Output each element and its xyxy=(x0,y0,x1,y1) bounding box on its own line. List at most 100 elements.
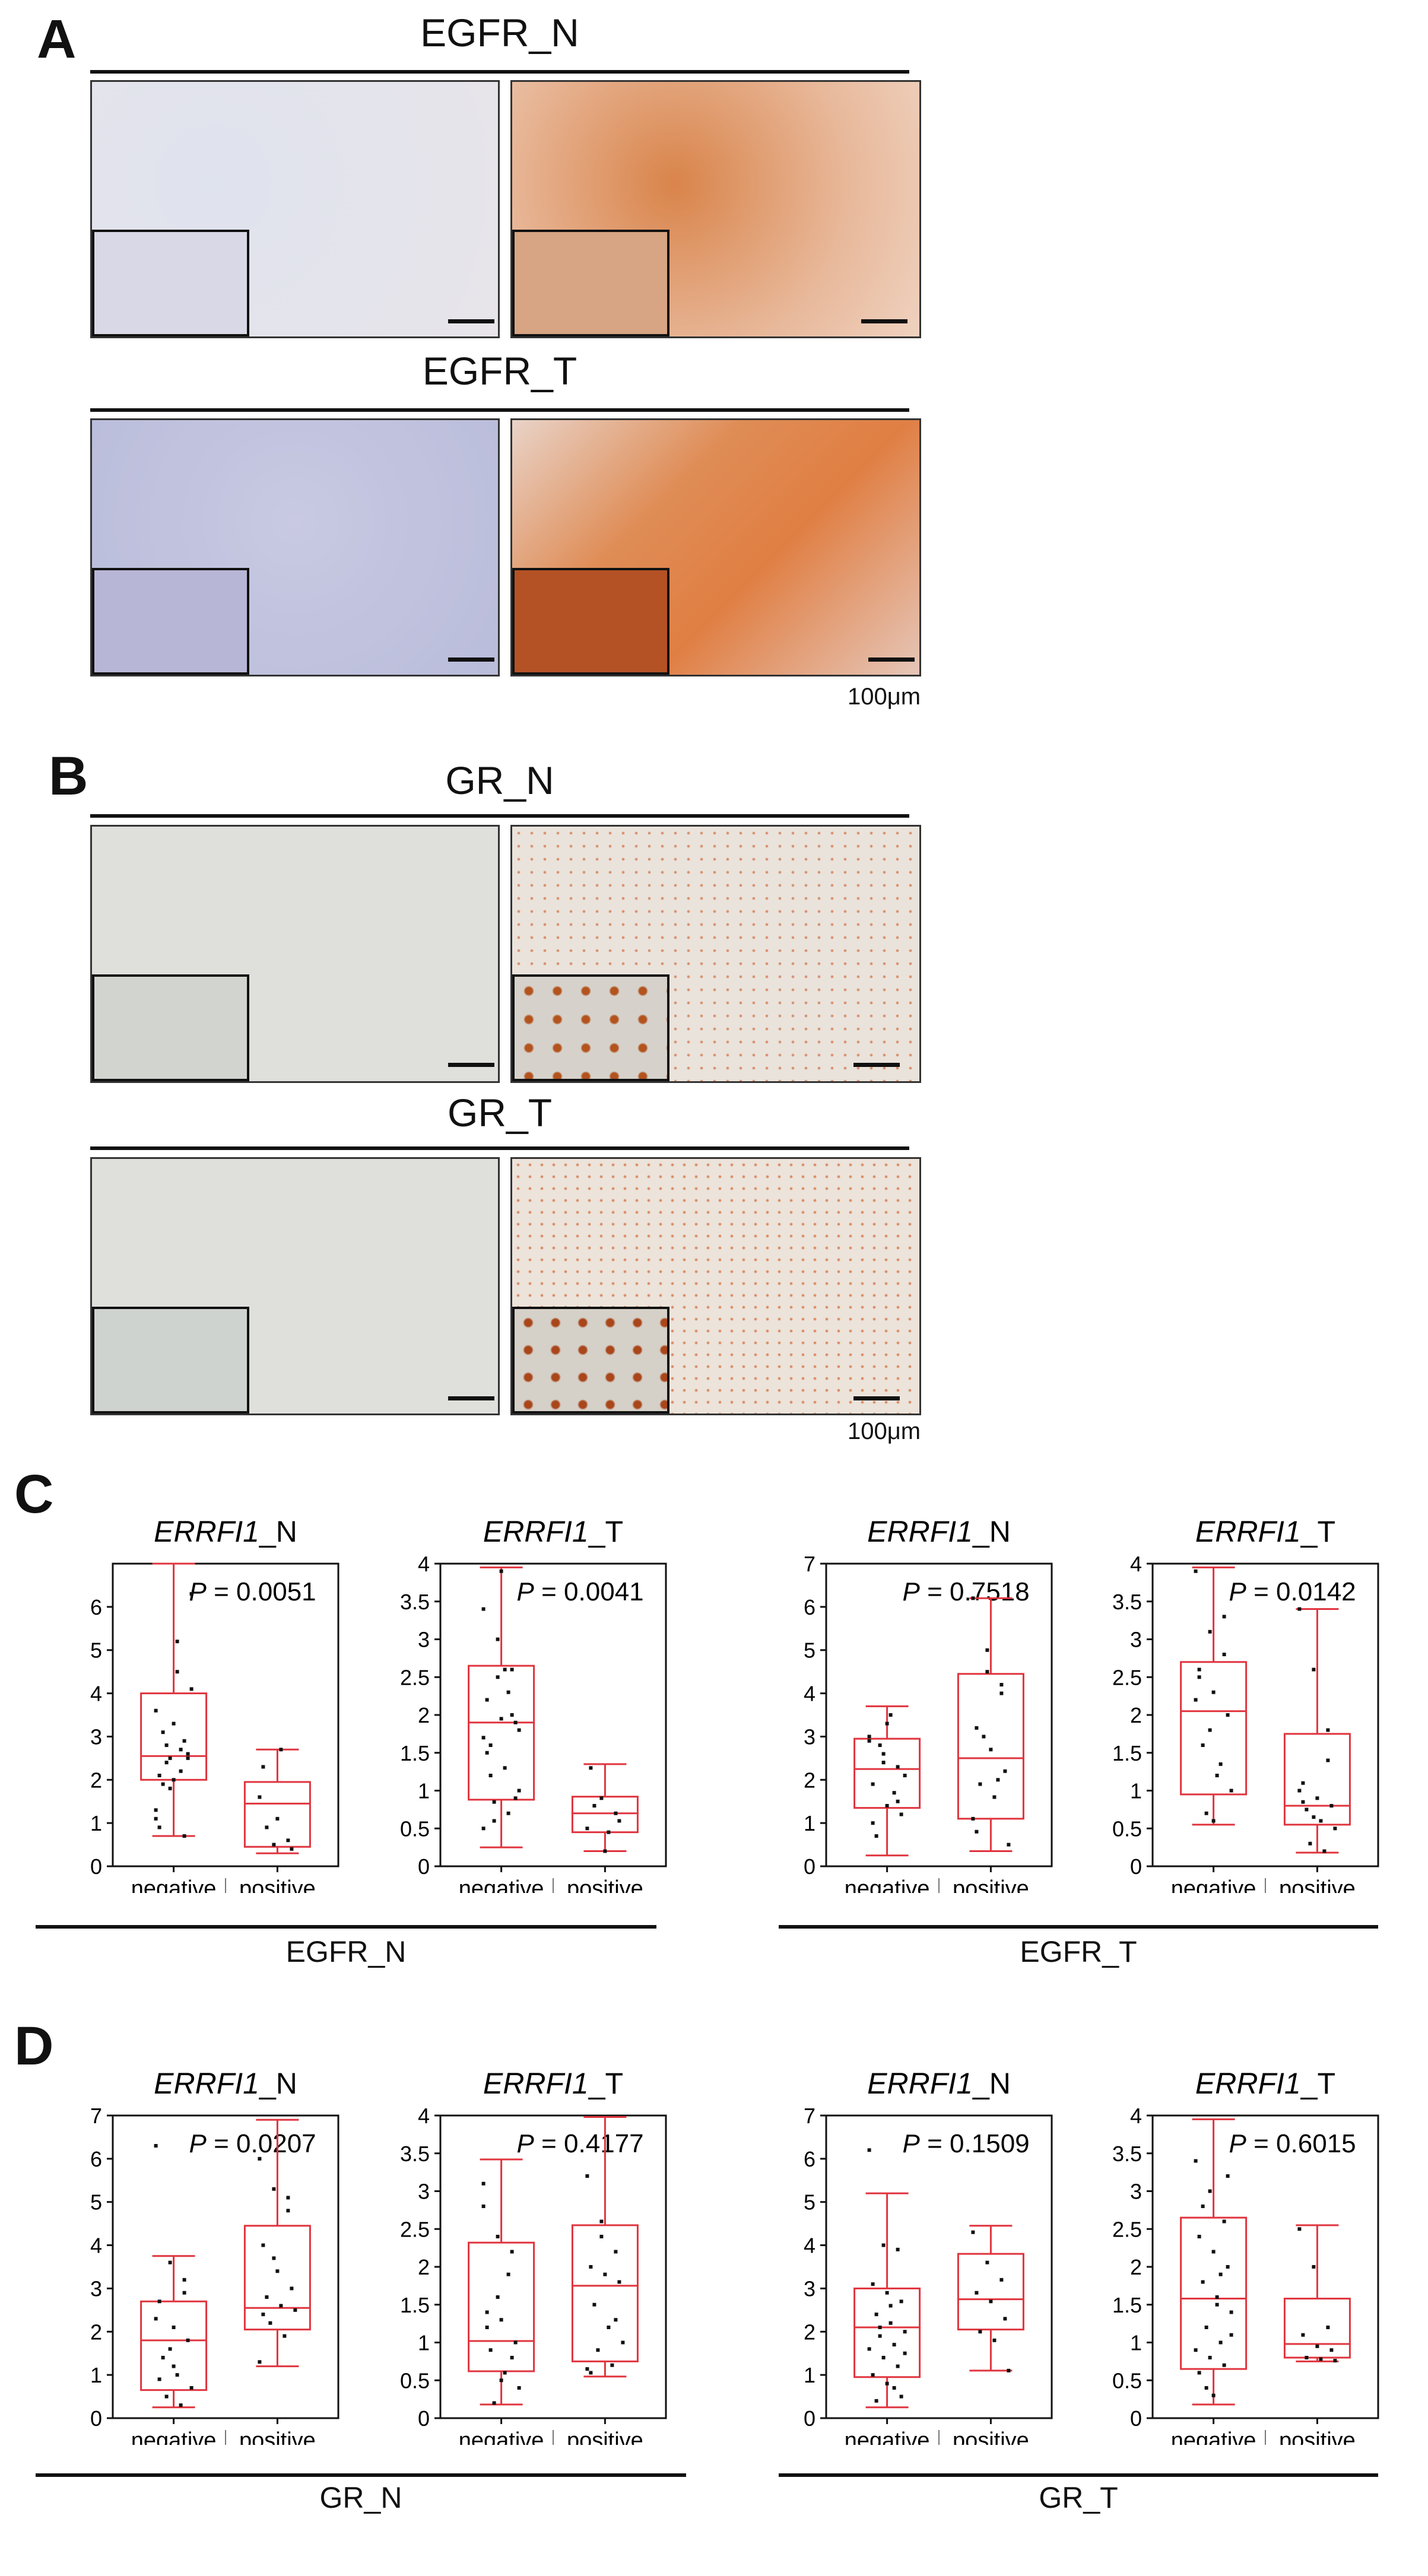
data-point xyxy=(1326,2326,1330,2329)
data-point xyxy=(261,2243,265,2247)
panel-a-scale-label: 100μm xyxy=(848,684,921,710)
micrograph-inset xyxy=(92,230,249,336)
data-point xyxy=(878,1743,882,1747)
data-point xyxy=(867,2148,871,2152)
data-point xyxy=(172,2364,176,2368)
data-point xyxy=(1222,2219,1226,2224)
data-point xyxy=(589,2265,593,2269)
p-value-symbol: P xyxy=(517,1577,535,1606)
panel-d-group2-rule xyxy=(779,2473,1378,2477)
data-point xyxy=(157,2299,161,2304)
panel-c-group2-rule xyxy=(779,1925,1378,1929)
data-point xyxy=(903,2330,907,2334)
chart-title-gene: ERRFI1 xyxy=(1195,2067,1301,2100)
data-point xyxy=(621,2340,625,2345)
y-tick-label: 0 xyxy=(1130,1854,1142,1879)
data-point xyxy=(1197,2371,1201,2375)
data-point xyxy=(1218,2272,1223,2276)
data-point xyxy=(1229,2310,1233,2314)
p-value-number: = 0.1509 xyxy=(920,2129,1030,2158)
data-point xyxy=(878,2326,882,2329)
data-point xyxy=(154,1808,158,1812)
data-point xyxy=(1204,1811,1208,1815)
data-point xyxy=(888,1713,893,1717)
y-tick-label: 5 xyxy=(90,2190,102,2215)
data-point xyxy=(982,1735,986,1739)
chart-title-gene: ERRFI1 xyxy=(483,1515,589,1548)
panel-a-row1-header: EGFR_N xyxy=(420,11,579,55)
data-point xyxy=(496,1637,500,1641)
y-tick-label: 2 xyxy=(90,2320,102,2344)
panel-b-row1-header: GR_N xyxy=(445,758,554,802)
data-point xyxy=(1215,2302,1219,2307)
data-point xyxy=(592,2302,596,2307)
p-value-number: = 0.0207 xyxy=(207,2129,316,2158)
data-point xyxy=(492,2401,496,2405)
data-point xyxy=(1297,1789,1302,1793)
data-point xyxy=(874,2399,878,2403)
data-point xyxy=(878,2334,882,2338)
data-point xyxy=(867,1735,871,1739)
y-tick-label: 3.5 xyxy=(400,1590,430,1614)
data-point xyxy=(1003,1769,1007,1773)
data-point xyxy=(899,2299,903,2304)
chart-title-suffix: _N xyxy=(972,1515,1011,1548)
chart-title-suffix: _N xyxy=(259,1515,297,1548)
data-point xyxy=(1315,1796,1319,1800)
box-iqr xyxy=(140,2300,208,2391)
panel-a-letter: A xyxy=(37,9,77,69)
y-tick-label: 3.5 xyxy=(400,2142,430,2166)
micrograph-gr-t-negative xyxy=(90,1157,500,1415)
data-point xyxy=(496,1675,500,1679)
y-tick-label: 3 xyxy=(418,2180,430,2204)
data-point xyxy=(272,1843,276,1847)
data-point xyxy=(1333,2359,1337,2363)
data-point xyxy=(1211,2250,1216,2254)
y-tick-label: 5 xyxy=(90,1638,102,1663)
p-value-number: = 0.0142 xyxy=(1246,1577,1356,1606)
data-point xyxy=(189,2386,193,2390)
data-point xyxy=(1301,1781,1305,1785)
data-point xyxy=(992,1795,997,1799)
data-point xyxy=(1218,1762,1223,1766)
p-value-symbol: P xyxy=(1229,1577,1247,1606)
data-point xyxy=(1315,2344,1319,2348)
y-tick-label: 3 xyxy=(1130,1628,1142,1652)
data-point xyxy=(985,2260,989,2264)
y-tick-label: 2 xyxy=(418,1703,430,1727)
data-point xyxy=(867,1739,871,1743)
data-point xyxy=(592,1804,596,1808)
scale-bar xyxy=(448,658,494,662)
x-category-label: negative xyxy=(845,1876,930,1893)
x-category-label: negative xyxy=(459,1876,544,1893)
data-point xyxy=(881,1752,886,1756)
data-point xyxy=(510,1713,514,1717)
x-category-label: negative xyxy=(131,2428,217,2445)
data-point xyxy=(971,2230,975,2234)
data-point xyxy=(175,1640,179,1644)
box-iqr xyxy=(468,1665,535,1801)
data-point xyxy=(1211,1690,1216,1694)
box-iqr xyxy=(1283,1733,1351,1826)
data-point xyxy=(1305,2356,1309,2359)
data-point xyxy=(517,1789,521,1793)
scale-bar xyxy=(448,1396,494,1400)
data-point xyxy=(1197,1667,1201,1672)
p-value-symbol: P xyxy=(189,2129,207,2158)
chart-title-gene: ERRFI1 xyxy=(483,2067,589,2100)
data-point xyxy=(157,2377,161,2381)
y-tick-label: 1.5 xyxy=(1112,2293,1142,2317)
micrograph-gr-n-positive xyxy=(510,825,921,1083)
data-point xyxy=(874,2313,878,2317)
micrograph-egfr-n-positive xyxy=(510,80,921,338)
data-point xyxy=(272,2256,276,2260)
data-point xyxy=(1226,2174,1230,2178)
micrograph-egfr-t-positive xyxy=(510,418,921,676)
y-tick-label: 2.5 xyxy=(400,1665,430,1689)
y-tick-label: 2 xyxy=(90,1768,102,1792)
data-point xyxy=(1297,2227,1302,2231)
panel-b-row2-rule xyxy=(90,1146,909,1150)
chart-title: ERRFI1_N xyxy=(867,1515,1011,1548)
data-point xyxy=(488,2348,493,2352)
data-point xyxy=(275,1816,280,1821)
